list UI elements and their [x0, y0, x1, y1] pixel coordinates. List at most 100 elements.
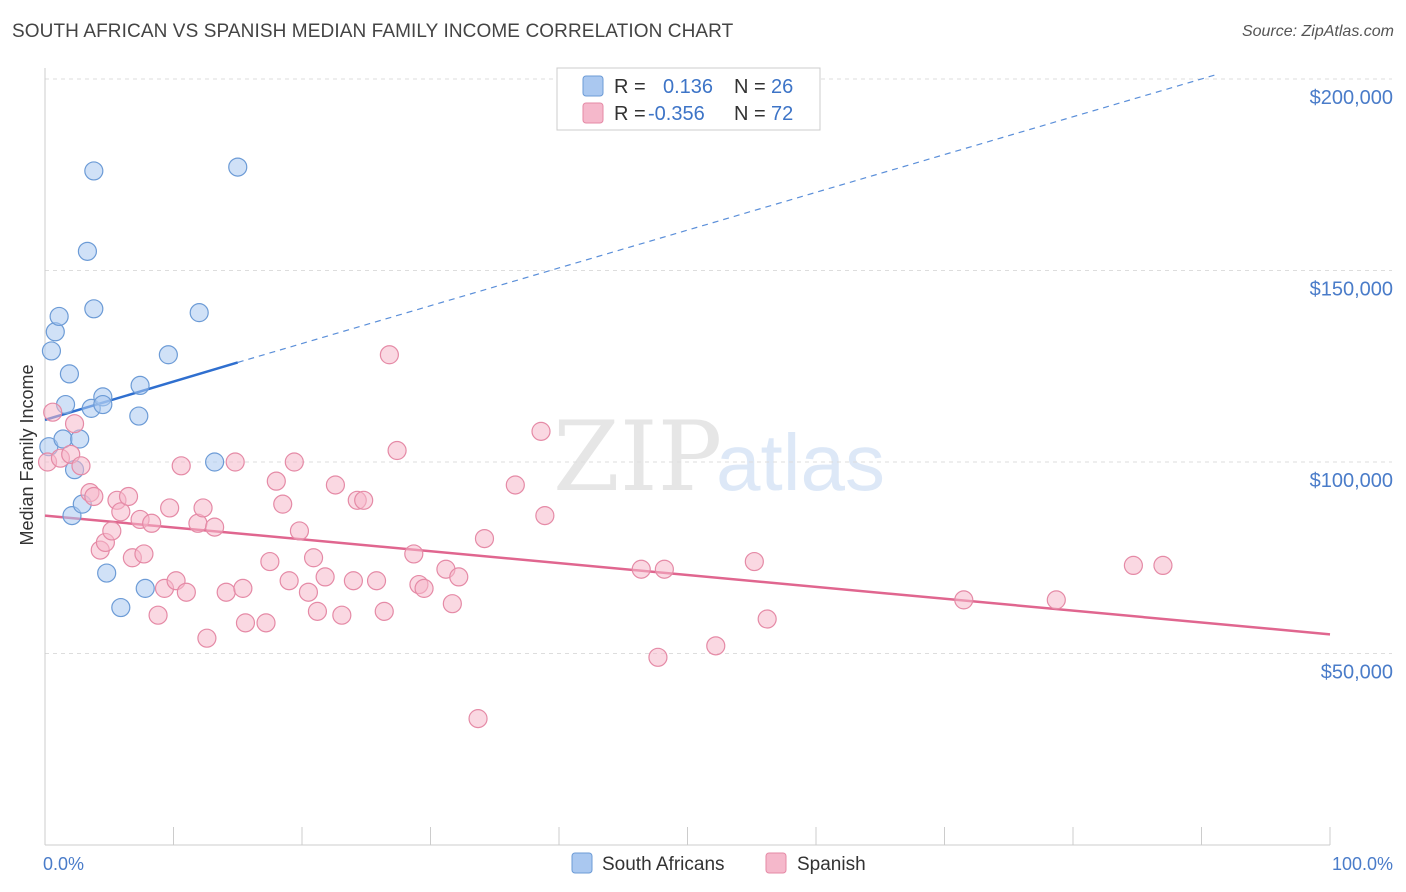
point-spanish-35 — [273, 494, 293, 514]
point-spanish-72 — [1153, 555, 1173, 576]
point-spanish-56 — [442, 594, 462, 614]
point-spanish-71 — [1123, 555, 1143, 576]
point-south-africans-17 — [97, 563, 117, 583]
point-spanish-58 — [468, 709, 488, 729]
point-south-africans-24 — [205, 452, 225, 472]
point-spanish-17 — [142, 513, 162, 533]
y-tick-label-100000: $100,000 — [1310, 470, 1393, 492]
point-spanish-67 — [744, 551, 764, 572]
point-spanish-31 — [235, 613, 256, 633]
point-spanish-38 — [289, 521, 310, 541]
point-spanish-60 — [505, 475, 525, 495]
point-spanish-28 — [216, 582, 236, 602]
legend-n-label-2: N = — [734, 103, 766, 125]
point-spanish-68 — [757, 609, 777, 629]
trend-line-spanish — [44, 514, 1331, 636]
point-spanish-22 — [171, 456, 191, 476]
point-spanish-10 — [102, 521, 122, 541]
point-spanish-37 — [284, 452, 304, 472]
point-south-africans-6 — [59, 364, 80, 384]
data-points — [37, 157, 1173, 729]
point-spanish-20 — [160, 498, 180, 518]
point-spanish-65 — [654, 559, 674, 579]
point-south-africans-19 — [129, 406, 149, 426]
point-spanish-51 — [387, 440, 407, 461]
chart-title: SOUTH AFRICAN VS SPANISH MEDIAN FAMILY I… — [12, 21, 734, 42]
point-spanish-63 — [631, 559, 651, 579]
point-spanish-49 — [374, 601, 394, 621]
y-tick-labels: $50,000 $100,000 $150,000 $200,000 — [1310, 87, 1393, 684]
point-spanish-27 — [205, 517, 225, 537]
legend-r-value-1: 0.136 — [663, 76, 713, 98]
point-spanish-44 — [332, 605, 352, 625]
point-spanish-61 — [531, 421, 551, 441]
point-spanish-18 — [148, 605, 168, 625]
point-south-africans-22 — [158, 345, 178, 365]
point-spanish-25 — [193, 498, 213, 518]
point-spanish-1 — [43, 402, 63, 422]
y-tick-label-50000: $50,000 — [1321, 662, 1393, 684]
legend-swatch-spanish — [582, 102, 604, 124]
point-spanish-57 — [449, 567, 469, 587]
legend-swatch-south-africans — [582, 75, 604, 97]
legend-n-value-2: 72 — [771, 103, 793, 125]
bottom-legend-label-spanish: Spanish — [797, 854, 866, 875]
point-spanish-34 — [266, 471, 286, 491]
point-spanish-32 — [256, 613, 276, 633]
point-spanish-59 — [474, 528, 495, 549]
point-south-africans-21 — [135, 578, 155, 598]
point-spanish-40 — [303, 548, 324, 568]
point-south-africans-25 — [228, 157, 248, 177]
source-label: Source: ZipAtlas.com — [1241, 23, 1394, 40]
point-spanish-47 — [354, 490, 374, 510]
point-spanish-54 — [414, 578, 434, 598]
point-spanish-33 — [260, 551, 280, 572]
point-spanish-50 — [379, 345, 399, 365]
point-spanish-16 — [134, 544, 154, 564]
point-spanish-69 — [954, 590, 974, 610]
point-spanish-62 — [535, 506, 555, 526]
point-south-africans-18 — [111, 597, 131, 618]
point-south-africans-13 — [84, 161, 104, 181]
legend-r-value-2: -0.356 — [648, 103, 705, 125]
point-spanish-30 — [233, 578, 253, 598]
point-south-africans-1 — [41, 341, 62, 361]
point-spanish-48 — [366, 571, 387, 591]
point-south-africans-23 — [189, 303, 209, 323]
y-axis-title: Median Family Income — [17, 364, 37, 545]
y-tick-label-150000: $150,000 — [1310, 279, 1393, 301]
point-spanish-42 — [315, 567, 335, 587]
y-tick-label-200000: $200,000 — [1310, 87, 1393, 109]
point-spanish-52 — [404, 544, 424, 564]
x-tick-label-min: 0.0% — [43, 854, 84, 874]
point-spanish-13 — [118, 486, 139, 507]
legend-r-label-2: R = — [614, 103, 646, 125]
point-spanish-7 — [84, 486, 104, 507]
point-spanish-64 — [648, 647, 668, 667]
point-spanish-70 — [1046, 590, 1066, 610]
legend-n-value-1: 26 — [771, 76, 793, 98]
point-south-africans-11 — [77, 241, 98, 261]
legend-n-label-1: N = — [734, 76, 766, 98]
point-spanish-66 — [706, 636, 726, 656]
point-spanish-41 — [307, 601, 328, 621]
point-spanish-36 — [279, 571, 299, 591]
point-south-africans-3 — [49, 306, 69, 327]
watermark-zip: ZIP — [553, 401, 722, 513]
legend-r-label-1: R = — [614, 76, 646, 98]
point-south-africans-16 — [93, 394, 113, 415]
point-spanish-5 — [71, 456, 91, 476]
x-tick-label-max: 100.0% — [1332, 854, 1393, 874]
point-south-africans-20 — [130, 375, 150, 395]
trend-line-south-africans-extension — [237, 74, 1215, 363]
point-spanish-26 — [197, 628, 217, 648]
point-spanish-45 — [343, 571, 363, 591]
correlation-legend: R = 0.136 N = 26 R = -0.356 N = 72 — [556, 67, 821, 131]
bottom-legend-label-south-africans: South Africans — [602, 854, 725, 875]
point-south-africans-14 — [84, 299, 104, 319]
point-spanish-4 — [64, 414, 85, 434]
point-spanish-23 — [176, 582, 196, 602]
watermark: ZIP atlas — [553, 401, 885, 513]
point-spanish-12 — [111, 502, 131, 522]
